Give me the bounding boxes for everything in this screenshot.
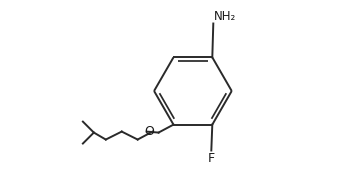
Text: O: O — [145, 125, 154, 138]
Text: F: F — [208, 152, 215, 165]
Text: NH₂: NH₂ — [214, 10, 237, 23]
